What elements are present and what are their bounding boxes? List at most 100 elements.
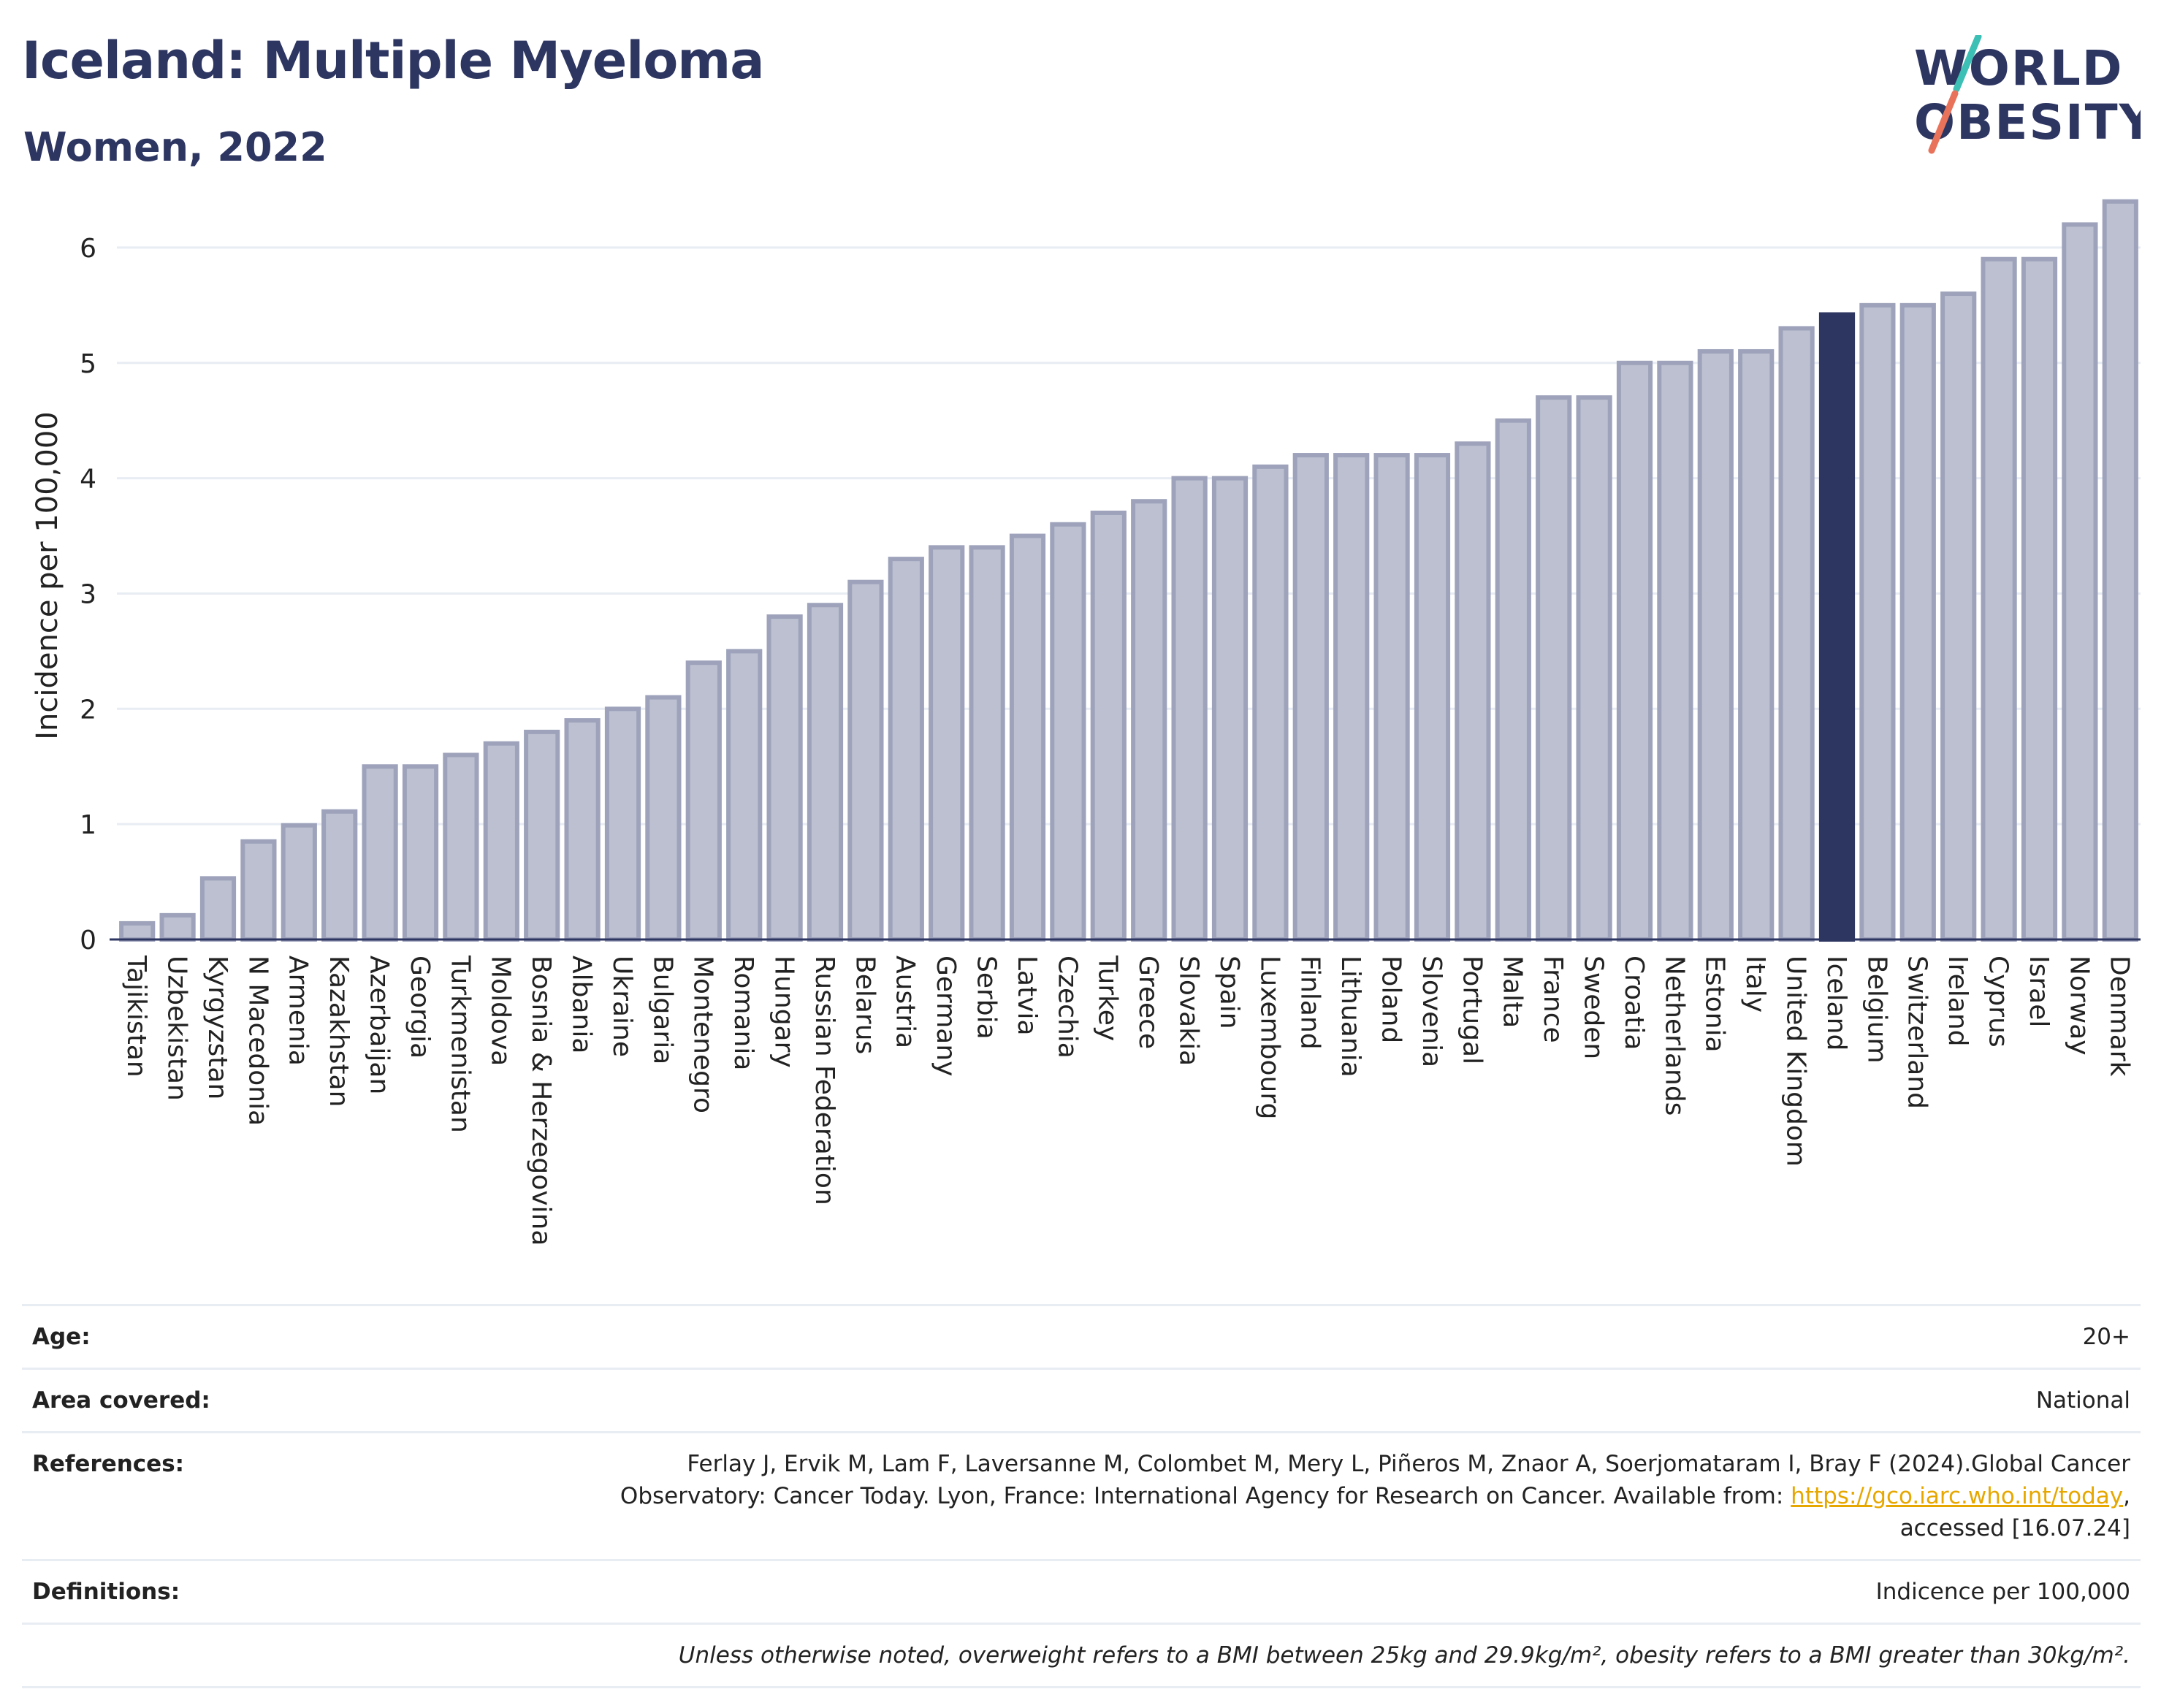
x-tick-label: Georgia <box>405 956 435 1059</box>
x-tick-label: Cyprus <box>1983 956 2013 1048</box>
bar <box>1981 256 2017 942</box>
references-link[interactable]: https://gco.iarc.who.int/today <box>1791 1483 2124 1509</box>
y-tick-label: 4 <box>80 465 96 495</box>
x-tick-label: Turkmenistan <box>445 955 475 1133</box>
x-tick-label: Lithuania <box>1335 956 1365 1078</box>
y-axis-label: Incidence per 100,000 <box>31 411 64 740</box>
bar <box>1859 302 1896 942</box>
bar <box>1131 499 1167 942</box>
bar <box>888 557 924 942</box>
references-text-1: Ferlay J, Ervik M, Lam F, Laversanne M, … <box>687 1451 2130 1477</box>
x-tick-label: Croatia <box>1619 956 1649 1050</box>
x-tick-label: Portugal <box>1457 956 1487 1064</box>
y-axis-ticks: 0 1 2 3 4 5 6 <box>80 234 96 956</box>
area-value: National <box>349 1368 2141 1433</box>
bar <box>1050 522 1086 942</box>
age-value: 20+ <box>349 1304 2141 1369</box>
x-tick-label: Ireland <box>1943 956 1973 1047</box>
bar <box>1252 464 1289 942</box>
bar <box>1373 453 1410 942</box>
bar <box>1414 453 1451 942</box>
info-row-area: Area covered: National <box>22 1368 2141 1433</box>
bar <box>2021 256 2058 942</box>
y-tick-label: 3 <box>80 579 96 609</box>
x-tick-label: Armenia <box>283 956 313 1066</box>
y-tick-label: 0 <box>80 926 96 956</box>
info-row-note: Unless otherwise noted, overweight refer… <box>22 1623 2141 1688</box>
x-tick-label: Poland <box>1376 956 1406 1043</box>
bar <box>645 695 682 942</box>
bar <box>119 920 156 942</box>
bar <box>1495 418 1531 942</box>
bar <box>1657 360 1693 942</box>
info-table: Age: 20+ Area covered: National Referenc… <box>22 1304 2141 1688</box>
x-tick-label: Kazakhstan <box>324 956 354 1107</box>
bar <box>726 649 763 942</box>
age-label: Age: <box>22 1304 349 1369</box>
world-obesity-logo: WORLD OBESITY <box>1914 35 2141 154</box>
bar <box>766 614 803 942</box>
x-tick-label: Israel <box>2024 956 2054 1027</box>
info-row-age: Age: 20+ <box>22 1304 2141 1369</box>
bar <box>1009 533 1046 942</box>
bar <box>1536 395 1572 942</box>
x-tick-label: Russian Federation <box>809 956 839 1205</box>
bar <box>1697 348 1734 942</box>
x-axis-ticks: Tajikistan Uzbekistan Kyrgyzstan N Macedoni… <box>121 955 2135 1246</box>
info-row-definitions: Definitions: Indicence per 100,000 <box>22 1559 2141 1624</box>
bar <box>1576 395 1612 942</box>
bar <box>969 545 1005 942</box>
bar-highlighted <box>1818 312 1856 942</box>
bar <box>1292 453 1329 942</box>
x-tick-label: Greece <box>1133 956 1163 1049</box>
x-tick-label: Sweden <box>1579 956 1609 1059</box>
info-row-references: References: Ferlay J, Ervik M, Lam F, La… <box>22 1431 2141 1560</box>
x-tick-label: Hungary <box>769 956 799 1068</box>
y-tick-label: 1 <box>80 810 96 840</box>
x-tick-label: Estonia <box>1700 956 1730 1053</box>
x-tick-label: N Macedonia <box>243 956 272 1126</box>
bar-chart: 0 1 2 3 4 5 6 Tajikistan Uzbekistan Kyrgyzstan N … <box>31 199 2141 1246</box>
bar <box>1616 360 1653 942</box>
x-tick-label: United Kingdom <box>1781 956 1811 1167</box>
bar <box>159 912 196 942</box>
x-tick-label: Switzerland <box>1902 956 1932 1109</box>
bar <box>281 823 317 942</box>
references-value: Ferlay J, Ervik M, Lam F, Laversanne M, … <box>349 1431 2141 1560</box>
bar <box>1738 348 1775 942</box>
x-tick-label: Uzbekistan <box>162 956 192 1101</box>
bar <box>240 839 277 942</box>
x-tick-label: Iceland <box>1821 956 1851 1051</box>
bar <box>321 809 358 942</box>
x-tick-label: Belgium <box>1861 956 1891 1064</box>
x-tick-label: Romania <box>728 956 758 1070</box>
bar <box>1778 326 1815 942</box>
definitions-value: Indicence per 100,000 <box>349 1559 2141 1624</box>
bmi-note: Unless otherwise noted, overweight refer… <box>349 1623 2141 1688</box>
page-title: Iceland: Multiple Myeloma <box>22 31 764 91</box>
bar <box>1171 476 1208 942</box>
bar <box>929 545 965 942</box>
x-tick-label: Germany <box>931 956 961 1076</box>
bar <box>443 752 479 942</box>
references-text-3: accessed [16.07.24] <box>1899 1515 2130 1541</box>
bar <box>1333 453 1370 942</box>
bars <box>119 199 2138 942</box>
references-text-2: Observatory: Cancer Today. Lyon, France:… <box>620 1483 1784 1509</box>
bar <box>524 729 560 942</box>
bar <box>2102 199 2138 942</box>
logo-slash-teal <box>1953 35 1982 93</box>
y-tick-label: 5 <box>80 349 96 379</box>
definitions-label: Definitions: <box>22 1559 349 1624</box>
bar <box>564 718 601 942</box>
x-tick-label: Netherlands <box>1659 956 1689 1116</box>
bar <box>402 764 439 942</box>
x-tick-label: Tajikistan <box>121 955 151 1078</box>
bar <box>483 741 519 942</box>
bar <box>1455 441 1491 942</box>
x-tick-label: Denmark <box>2105 956 2135 1077</box>
bar <box>1940 291 1977 942</box>
x-tick-label: Norway <box>2064 956 2094 1056</box>
x-tick-label: Serbia <box>972 956 1002 1040</box>
x-tick-label: Latvia <box>1012 956 1042 1036</box>
